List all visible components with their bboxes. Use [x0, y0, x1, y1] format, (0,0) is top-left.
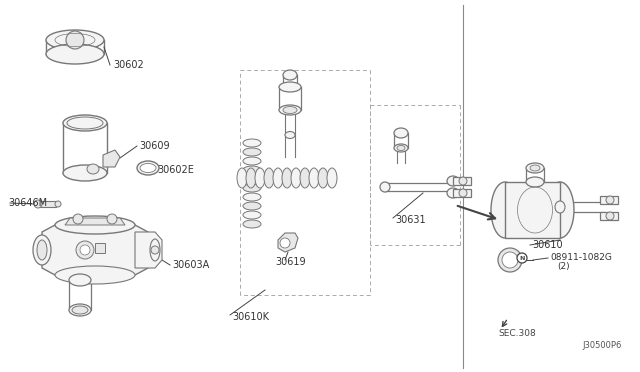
Ellipse shape: [140, 164, 156, 173]
Text: 30646M: 30646M: [8, 198, 47, 208]
Ellipse shape: [300, 168, 310, 188]
Ellipse shape: [279, 82, 301, 92]
Ellipse shape: [137, 161, 159, 175]
Text: 30603A: 30603A: [172, 260, 209, 270]
Ellipse shape: [46, 30, 104, 50]
Bar: [453, 189, 471, 197]
Ellipse shape: [318, 168, 328, 188]
Ellipse shape: [491, 182, 519, 238]
Ellipse shape: [279, 105, 301, 115]
Ellipse shape: [87, 164, 99, 174]
Ellipse shape: [69, 304, 91, 316]
Ellipse shape: [243, 193, 261, 201]
Ellipse shape: [283, 70, 297, 80]
Ellipse shape: [63, 165, 107, 181]
Polygon shape: [278, 233, 298, 252]
Ellipse shape: [327, 168, 337, 188]
Polygon shape: [135, 232, 162, 268]
Circle shape: [498, 248, 522, 272]
Text: 30619: 30619: [275, 257, 306, 267]
Circle shape: [151, 246, 159, 254]
Ellipse shape: [530, 165, 540, 171]
Ellipse shape: [243, 220, 261, 228]
Ellipse shape: [150, 239, 160, 261]
Ellipse shape: [526, 163, 544, 173]
Bar: [505, 182, 560, 238]
Ellipse shape: [76, 241, 94, 259]
Text: 30610: 30610: [532, 240, 563, 250]
Ellipse shape: [243, 211, 261, 219]
Text: 08911-1082G: 08911-1082G: [550, 253, 612, 263]
Circle shape: [502, 252, 518, 268]
Ellipse shape: [37, 240, 47, 260]
Ellipse shape: [243, 157, 261, 165]
Text: 30609: 30609: [139, 141, 170, 151]
Circle shape: [606, 212, 614, 220]
Circle shape: [34, 200, 42, 208]
Ellipse shape: [243, 175, 261, 183]
Ellipse shape: [526, 177, 544, 187]
Polygon shape: [65, 218, 125, 225]
Bar: [600, 212, 618, 220]
Ellipse shape: [447, 176, 459, 186]
Ellipse shape: [309, 168, 319, 188]
Ellipse shape: [237, 168, 247, 188]
Ellipse shape: [380, 182, 390, 192]
Ellipse shape: [555, 201, 565, 213]
Text: J30500P6: J30500P6: [582, 340, 621, 350]
Ellipse shape: [72, 306, 88, 314]
Ellipse shape: [73, 214, 83, 224]
Ellipse shape: [264, 168, 274, 188]
Ellipse shape: [273, 168, 283, 188]
Ellipse shape: [63, 115, 107, 131]
Ellipse shape: [397, 145, 405, 151]
Ellipse shape: [291, 168, 301, 188]
Text: N: N: [519, 256, 525, 260]
Circle shape: [459, 177, 467, 185]
Ellipse shape: [55, 266, 135, 284]
Text: 30602: 30602: [113, 60, 144, 70]
Ellipse shape: [394, 128, 408, 138]
Text: 30631: 30631: [395, 215, 426, 225]
Ellipse shape: [283, 106, 297, 113]
Text: (2): (2): [557, 263, 570, 272]
Ellipse shape: [69, 274, 91, 286]
Ellipse shape: [80, 245, 90, 255]
Ellipse shape: [447, 188, 459, 198]
Ellipse shape: [546, 182, 574, 238]
Bar: [95, 243, 105, 253]
Bar: [600, 196, 618, 204]
Ellipse shape: [243, 184, 261, 192]
Bar: [40, 201, 56, 207]
Polygon shape: [42, 225, 148, 275]
Ellipse shape: [394, 144, 408, 152]
Text: 30602E: 30602E: [157, 165, 194, 175]
Text: SEC.308: SEC.308: [498, 330, 536, 339]
Ellipse shape: [285, 131, 295, 138]
Ellipse shape: [55, 216, 135, 234]
Ellipse shape: [243, 166, 261, 174]
Ellipse shape: [243, 139, 261, 147]
Circle shape: [606, 196, 614, 204]
Ellipse shape: [33, 235, 51, 265]
Circle shape: [66, 31, 84, 49]
Circle shape: [517, 253, 527, 263]
Text: 30610K: 30610K: [232, 312, 269, 322]
Ellipse shape: [243, 148, 261, 156]
Bar: [453, 177, 471, 185]
Polygon shape: [103, 150, 120, 167]
Ellipse shape: [282, 168, 292, 188]
Circle shape: [280, 238, 290, 248]
Circle shape: [459, 189, 467, 197]
Ellipse shape: [46, 44, 104, 64]
Ellipse shape: [246, 168, 256, 188]
Ellipse shape: [107, 214, 117, 224]
Circle shape: [55, 201, 61, 207]
Ellipse shape: [255, 168, 265, 188]
Ellipse shape: [243, 202, 261, 210]
